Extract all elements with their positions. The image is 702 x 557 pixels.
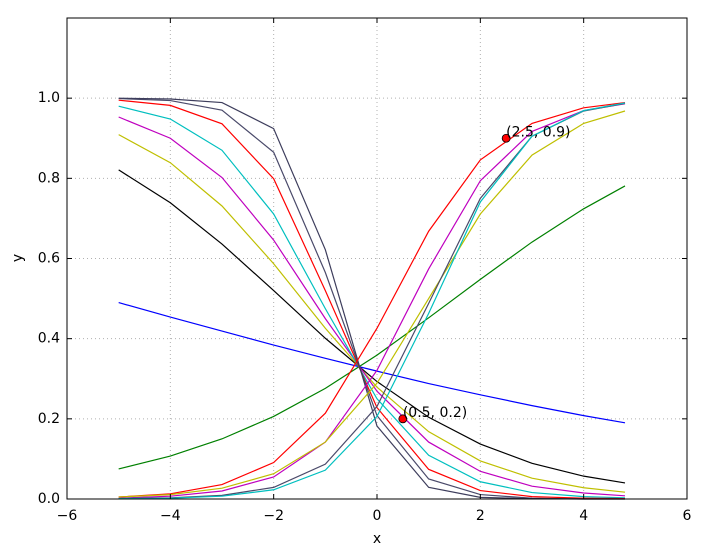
sigmoid-line (118, 103, 626, 499)
point-annotation: (0.5, 0.2) (403, 405, 467, 421)
y-tick-label: 0.8 (38, 170, 60, 186)
sigmoid-line (118, 110, 626, 498)
sigmoid-line (118, 101, 626, 498)
sigmoid-line (118, 116, 626, 497)
sigmoid-line (118, 99, 626, 500)
y-axis-label: y (10, 254, 26, 262)
point-annotation: (2.5, 0.9) (506, 124, 570, 140)
sigmoid-line (118, 105, 626, 499)
sigmoid-line (118, 102, 626, 500)
data-point (501, 133, 511, 143)
sigmoid-line (118, 185, 626, 470)
x-tick-label: −2 (263, 508, 284, 524)
x-tick-label: 0 (373, 508, 382, 524)
x-tick-label: −6 (57, 508, 78, 524)
x-tick-label: 6 (683, 508, 692, 524)
x-axis-label: x (373, 531, 381, 547)
sigmoid-line (118, 134, 626, 493)
y-tick-label: 0.2 (38, 411, 60, 427)
y-tick-label: 0.4 (38, 331, 60, 347)
y-tick-label: 0.0 (38, 491, 60, 507)
y-tick-label: 1.0 (38, 90, 60, 106)
sigmoid-line (118, 169, 626, 484)
data-point (398, 414, 408, 424)
x-tick-label: 4 (579, 508, 588, 524)
x-tick-label: 2 (476, 508, 485, 524)
x-tick-label: −4 (160, 508, 181, 524)
y-tick-label: 0.6 (38, 251, 60, 267)
